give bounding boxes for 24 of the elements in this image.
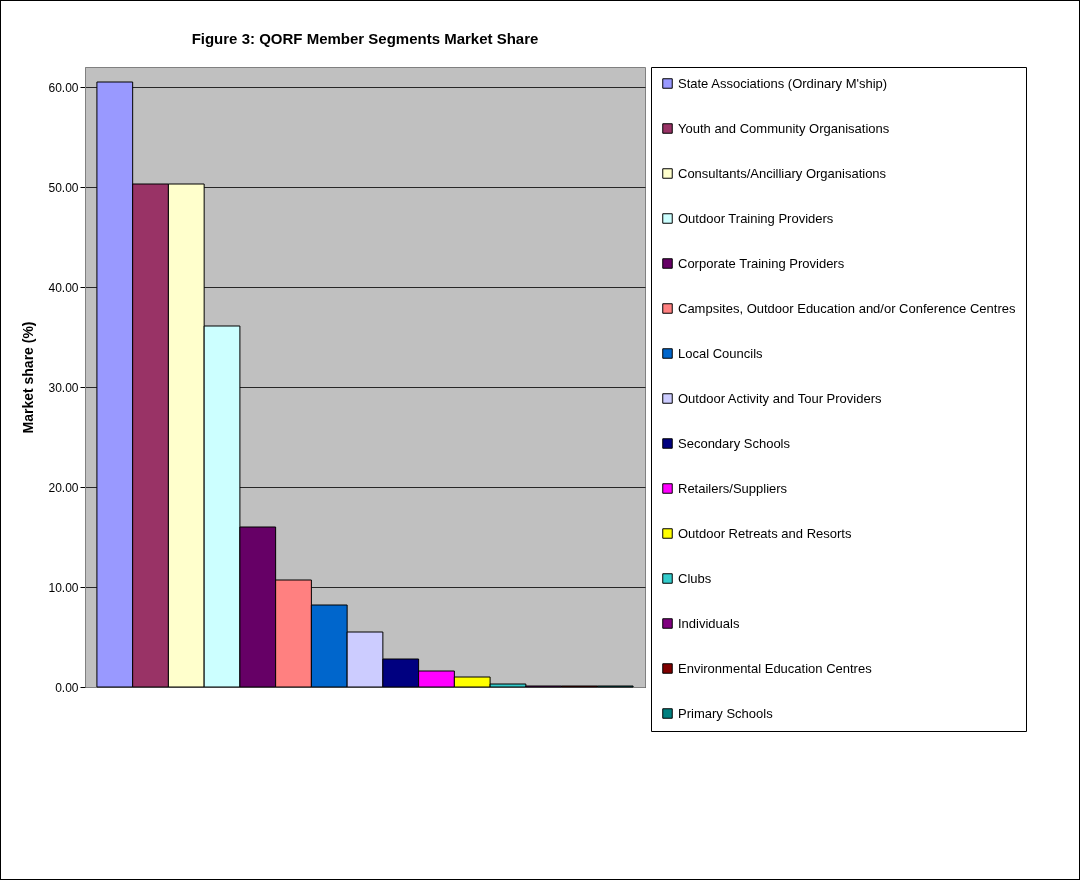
legend-label: Outdoor Training Providers [678, 210, 834, 226]
legend-label: Secondary Schools [678, 435, 791, 451]
chart-title: Figure 3: QORF Member Segments Market Share [191, 29, 539, 47]
legend-label: Local Councils [678, 345, 764, 361]
y-tick-label: 0.00 [55, 680, 79, 695]
y-tick-label: 40.00 [48, 280, 79, 295]
legend-label: Retailers/Suppliers [678, 480, 788, 496]
legend-label: State Associations (Ordinary M'ship) [678, 75, 888, 91]
legend-label: Clubs [678, 570, 712, 586]
y-tick-label: 20.00 [48, 480, 79, 495]
legend-label: Outdoor Retreats and Resorts [678, 525, 852, 541]
y-tick-label: 60.00 [48, 80, 79, 95]
y-tick-label: 10.00 [48, 580, 79, 595]
y-axis-title: Market share (%) [20, 321, 37, 434]
legend-label: Outdoor Activity and Tour Providers [678, 390, 883, 406]
legend-label: Primary Schools [678, 705, 774, 721]
legend-label: Individuals [678, 615, 740, 631]
y-tick-label: 30.00 [48, 380, 79, 395]
legend-label: Consultants/Ancilliary Organisations [678, 165, 887, 181]
y-tick-label: 50.00 [48, 180, 79, 195]
legend-label: Campsites, Outdoor Education and/or Conference Centres [678, 300, 1016, 316]
legend-label: Corporate Training Providers [678, 255, 845, 271]
legend-label: Youth and Community Organisations [678, 120, 890, 136]
legend-label: Environmental Education Centres [678, 660, 873, 676]
